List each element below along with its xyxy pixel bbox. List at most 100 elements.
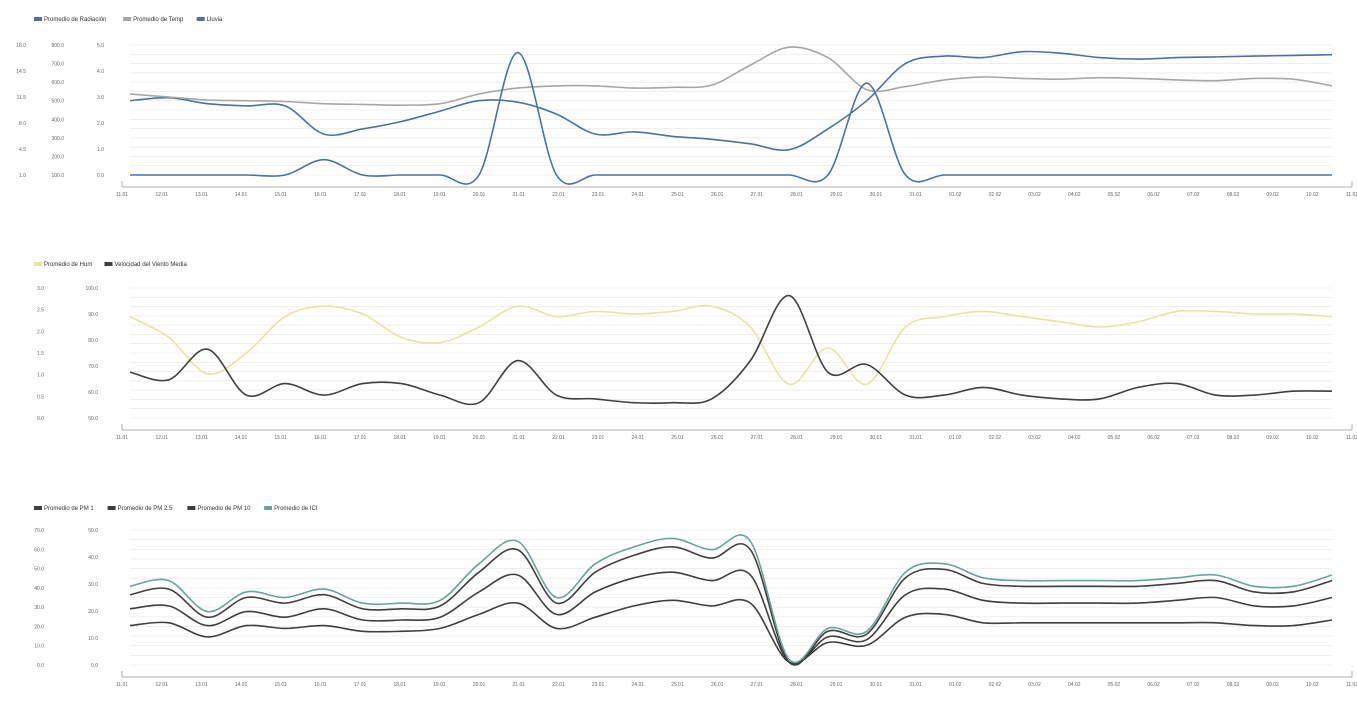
y-tick-label: 5.0 [97,43,104,49]
legend-label-1: Promedio de PM 1 [44,506,94,512]
x-tick-label: 24.01 [632,682,645,688]
y-tick-label: 4.0 [97,69,104,75]
x-tick-label: 11.02 [1346,682,1357,688]
y-tick-label: 14.5 [16,69,26,75]
y-tick-label: 800.0 [51,43,64,49]
x-tick-label: 05.02 [1108,682,1121,688]
y-tick-label: 200.0 [51,154,64,160]
y-tick-label: 11.5 [17,95,27,101]
x-tick-label: 08.02 [1227,192,1240,198]
y-tick-label: 50.0 [88,528,98,534]
y-tick-label: 4.5 [19,147,26,153]
x-tick-label: 17.01 [354,682,367,688]
x-tick-label: 04.02 [1068,435,1081,441]
y-tick-label: 700.0 [51,62,64,68]
legend-label-2: Promedio de Temp [133,17,184,23]
legend-label-3: Lluvia [207,17,223,23]
x-tick-label: 12.01 [155,682,168,688]
x-tick-label: 01.02 [949,435,962,441]
chart-1: Promedio de Radiación Promedio de Temp Llu… [16,17,1357,198]
x-tick-label: 14.01 [235,682,248,688]
x-tick-label: 25.01 [671,435,684,441]
x-tick-label: 11.01 [116,192,128,198]
y-tick-label: 400.0 [51,117,64,123]
y-tick-label: 1.0 [37,373,44,379]
x-tick-label: 10.02 [1306,682,1319,688]
y-tick-label: 60.0 [34,547,44,553]
legend-swatch-1 [34,17,42,21]
x-tick-label: 15.01 [274,435,287,441]
x-tick-label: 27.01 [751,435,764,441]
legend-label-3: Promedio de PM 10 [197,506,251,512]
x-tick-label: 20.01 [473,682,486,688]
x-tick-label: 23.01 [592,435,605,441]
x-tick-label: 30.01 [870,435,883,441]
y-tick-label: 3.0 [37,286,44,292]
x-tick-label: 09.02 [1266,682,1279,688]
x-tick-label: 27.01 [751,192,764,198]
series-line-2 [129,46,1333,107]
legend-swatch-2 [123,17,132,21]
x-tick-label: 04.02 [1068,192,1081,198]
y-tick-label: 100.0 [51,173,64,179]
x-tick-label: 14.01 [235,435,248,441]
series-line-3 [130,51,1332,185]
x-tick-label: 29.01 [830,435,843,441]
series-line-2 [129,294,1333,406]
y-tick-label: 0.5 [37,394,44,400]
x-tick-label: 24.01 [632,435,645,441]
y-tick-label: 300.0 [51,136,64,142]
y-tick-label: 10.0 [88,636,98,642]
x-tick-label: 24.01 [632,192,645,198]
x-tick-label: 03.02 [1028,682,1041,688]
series-line-4 [129,534,1333,664]
x-tick-label: 03.02 [1028,192,1041,198]
y-tick-label: 600.0 [51,80,64,86]
y-tick-label: 1.5 [37,351,44,357]
x-tick-label: 22.01 [552,192,565,198]
x-tick-label: 08.02 [1227,682,1240,688]
x-tick-label: 25.01 [671,192,684,198]
x-tick-label: 31.01 [909,192,922,198]
x-tick-label: 11.01 [116,682,128,688]
x-tick-label: 05.02 [1108,192,1121,198]
x-tick-label: 22.01 [552,682,565,688]
legend-swatch-3 [187,506,196,510]
x-tick-label: 21.01 [513,192,526,198]
series-line-2 [129,569,1333,665]
x-tick-label: 21.01 [513,435,526,441]
x-tick-label: 23.01 [592,682,605,688]
x-tick-label: 04.02 [1068,682,1081,688]
y-tick-label: 1.0 [19,173,26,179]
x-tick-label: 31.01 [909,682,922,688]
x-tick-label: 11.02 [1346,435,1357,441]
y-tick-label: 1.0 [97,147,104,153]
x-tick-label: 07.02 [1187,682,1200,688]
y-tick-label: 20.0 [34,624,44,630]
legend-label-2: Velocidad del Viento Media [115,262,188,268]
x-tick-label: 10.02 [1306,192,1319,198]
x-tick-label: 02.02 [989,435,1002,441]
x-tick-label: 26.01 [711,435,724,441]
x-tick-label: 15.01 [274,192,287,198]
x-tick-label: 12.01 [155,192,168,198]
x-tick-label: 26.01 [711,682,724,688]
x-tick-label: 20.01 [473,192,486,198]
y-tick-label: 500.0 [51,99,64,105]
x-tick-label: 30.01 [870,682,883,688]
x-tick-label: 01.02 [949,192,962,198]
y-tick-label: 18.0 [16,43,26,49]
y-tick-label: 0.0 [97,173,104,179]
y-tick-label: 10.0 [34,644,44,650]
x-tick-label: 31.01 [909,435,922,441]
x-tick-label: 28.01 [790,682,803,688]
x-tick-label: 28.01 [790,435,803,441]
x-tick-label: 14.01 [235,192,248,198]
legend-swatch-1 [34,262,42,266]
chart-3: Promedio de PM 1 Promedio de PM 2.5 Promed… [34,506,1357,688]
legend-swatch-2 [107,506,116,510]
y-tick-label: 0.0 [91,663,98,669]
x-tick-label: 13.01 [195,682,208,688]
x-tick-label: 13.01 [195,192,208,198]
